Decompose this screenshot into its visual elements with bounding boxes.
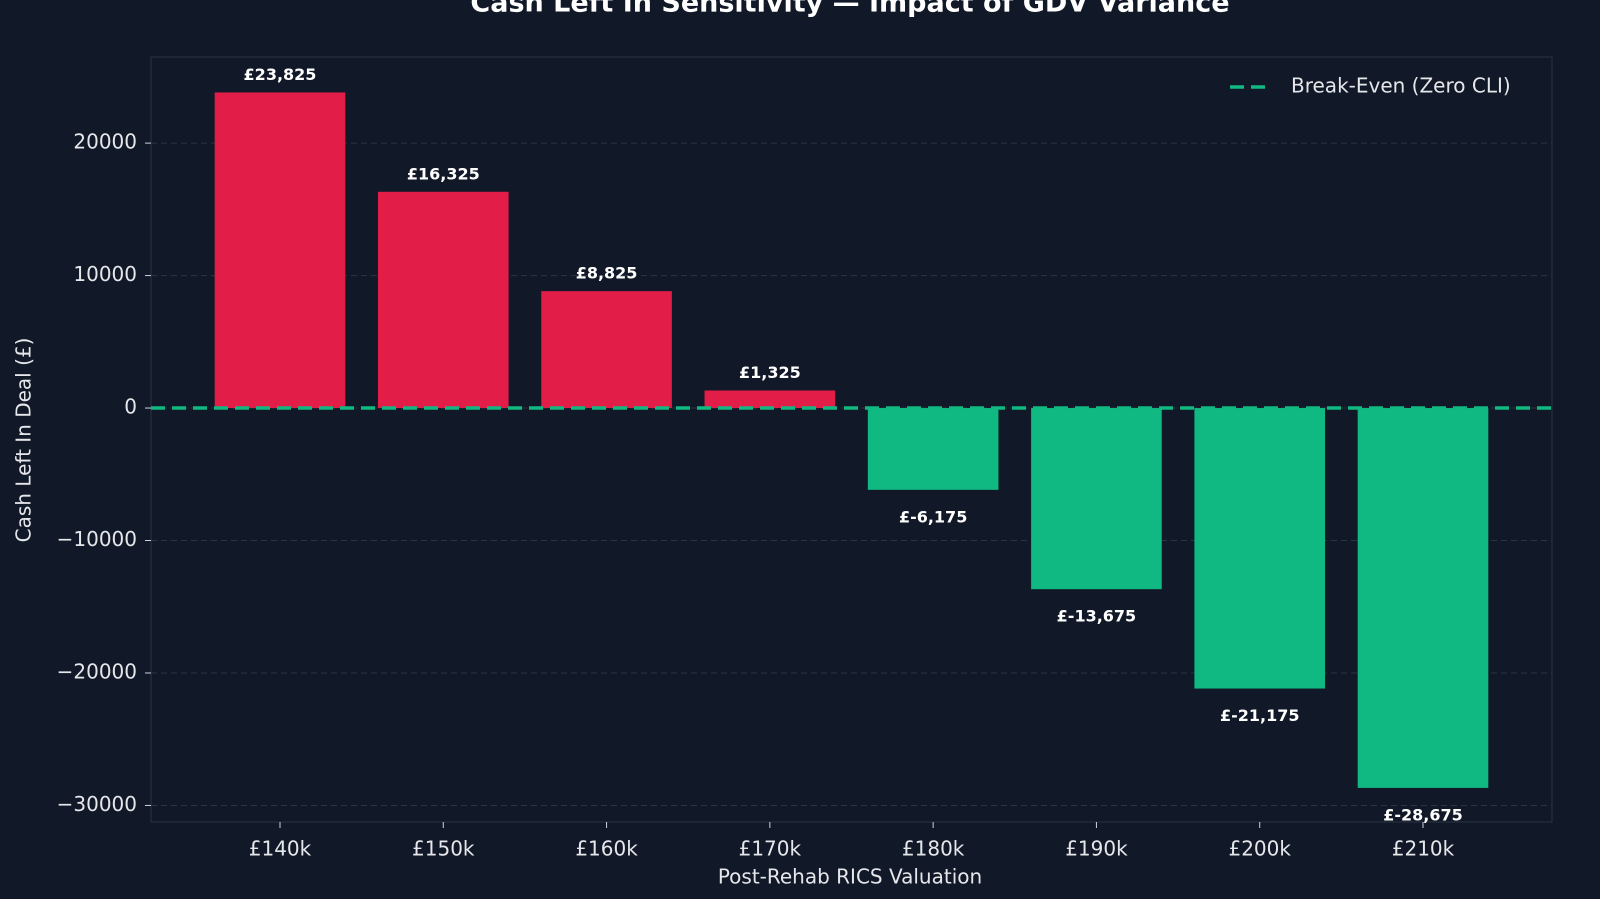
x-tick-label: £150k — [412, 837, 475, 861]
plot-frame — [150, 56, 1553, 823]
value-label: £1,325 — [739, 363, 801, 382]
bar — [214, 92, 346, 409]
x-tick-label: £180k — [902, 837, 965, 861]
value-label: £-6,175 — [899, 507, 967, 526]
x-tick-label: £160k — [575, 837, 638, 861]
x-tick-label: £200k — [1228, 837, 1291, 861]
bar — [867, 408, 999, 490]
y-tick-label: 10000 — [73, 262, 137, 286]
value-label: £23,825 — [244, 65, 317, 84]
x-tick-label: £140k — [249, 837, 312, 861]
x-tick-label: £210k — [1392, 837, 1455, 861]
value-label: £16,325 — [407, 164, 480, 183]
bar — [704, 390, 836, 409]
chart-title: Cash Left In Sensitivity — Impact of GDV… — [470, 0, 1229, 19]
value-label: £-21,175 — [1220, 706, 1300, 725]
y-axis-label: Cash Left In Deal (£) — [12, 338, 36, 543]
y-tick-label: 0 — [124, 395, 137, 419]
legend-label: Break-Even (Zero CLI) — [1291, 74, 1511, 98]
value-label: £-13,675 — [1057, 607, 1137, 626]
y-tick-label: −20000 — [57, 659, 137, 683]
bar — [541, 291, 672, 409]
y-tick-label: 20000 — [73, 130, 137, 154]
x-tick-label: £170k — [739, 837, 802, 861]
x-tick-label: £190k — [1065, 837, 1128, 861]
y-tick-label: −30000 — [57, 792, 137, 816]
bar — [1194, 408, 1326, 689]
bar — [1031, 408, 1162, 590]
x-axis-label: Post-Rehab RICS Valuation — [718, 865, 982, 889]
y-tick-label: −10000 — [57, 527, 137, 551]
value-label: £8,825 — [576, 264, 638, 283]
value-label: £-28,675 — [1383, 805, 1463, 824]
bar — [377, 191, 509, 409]
bar — [1357, 408, 1489, 788]
